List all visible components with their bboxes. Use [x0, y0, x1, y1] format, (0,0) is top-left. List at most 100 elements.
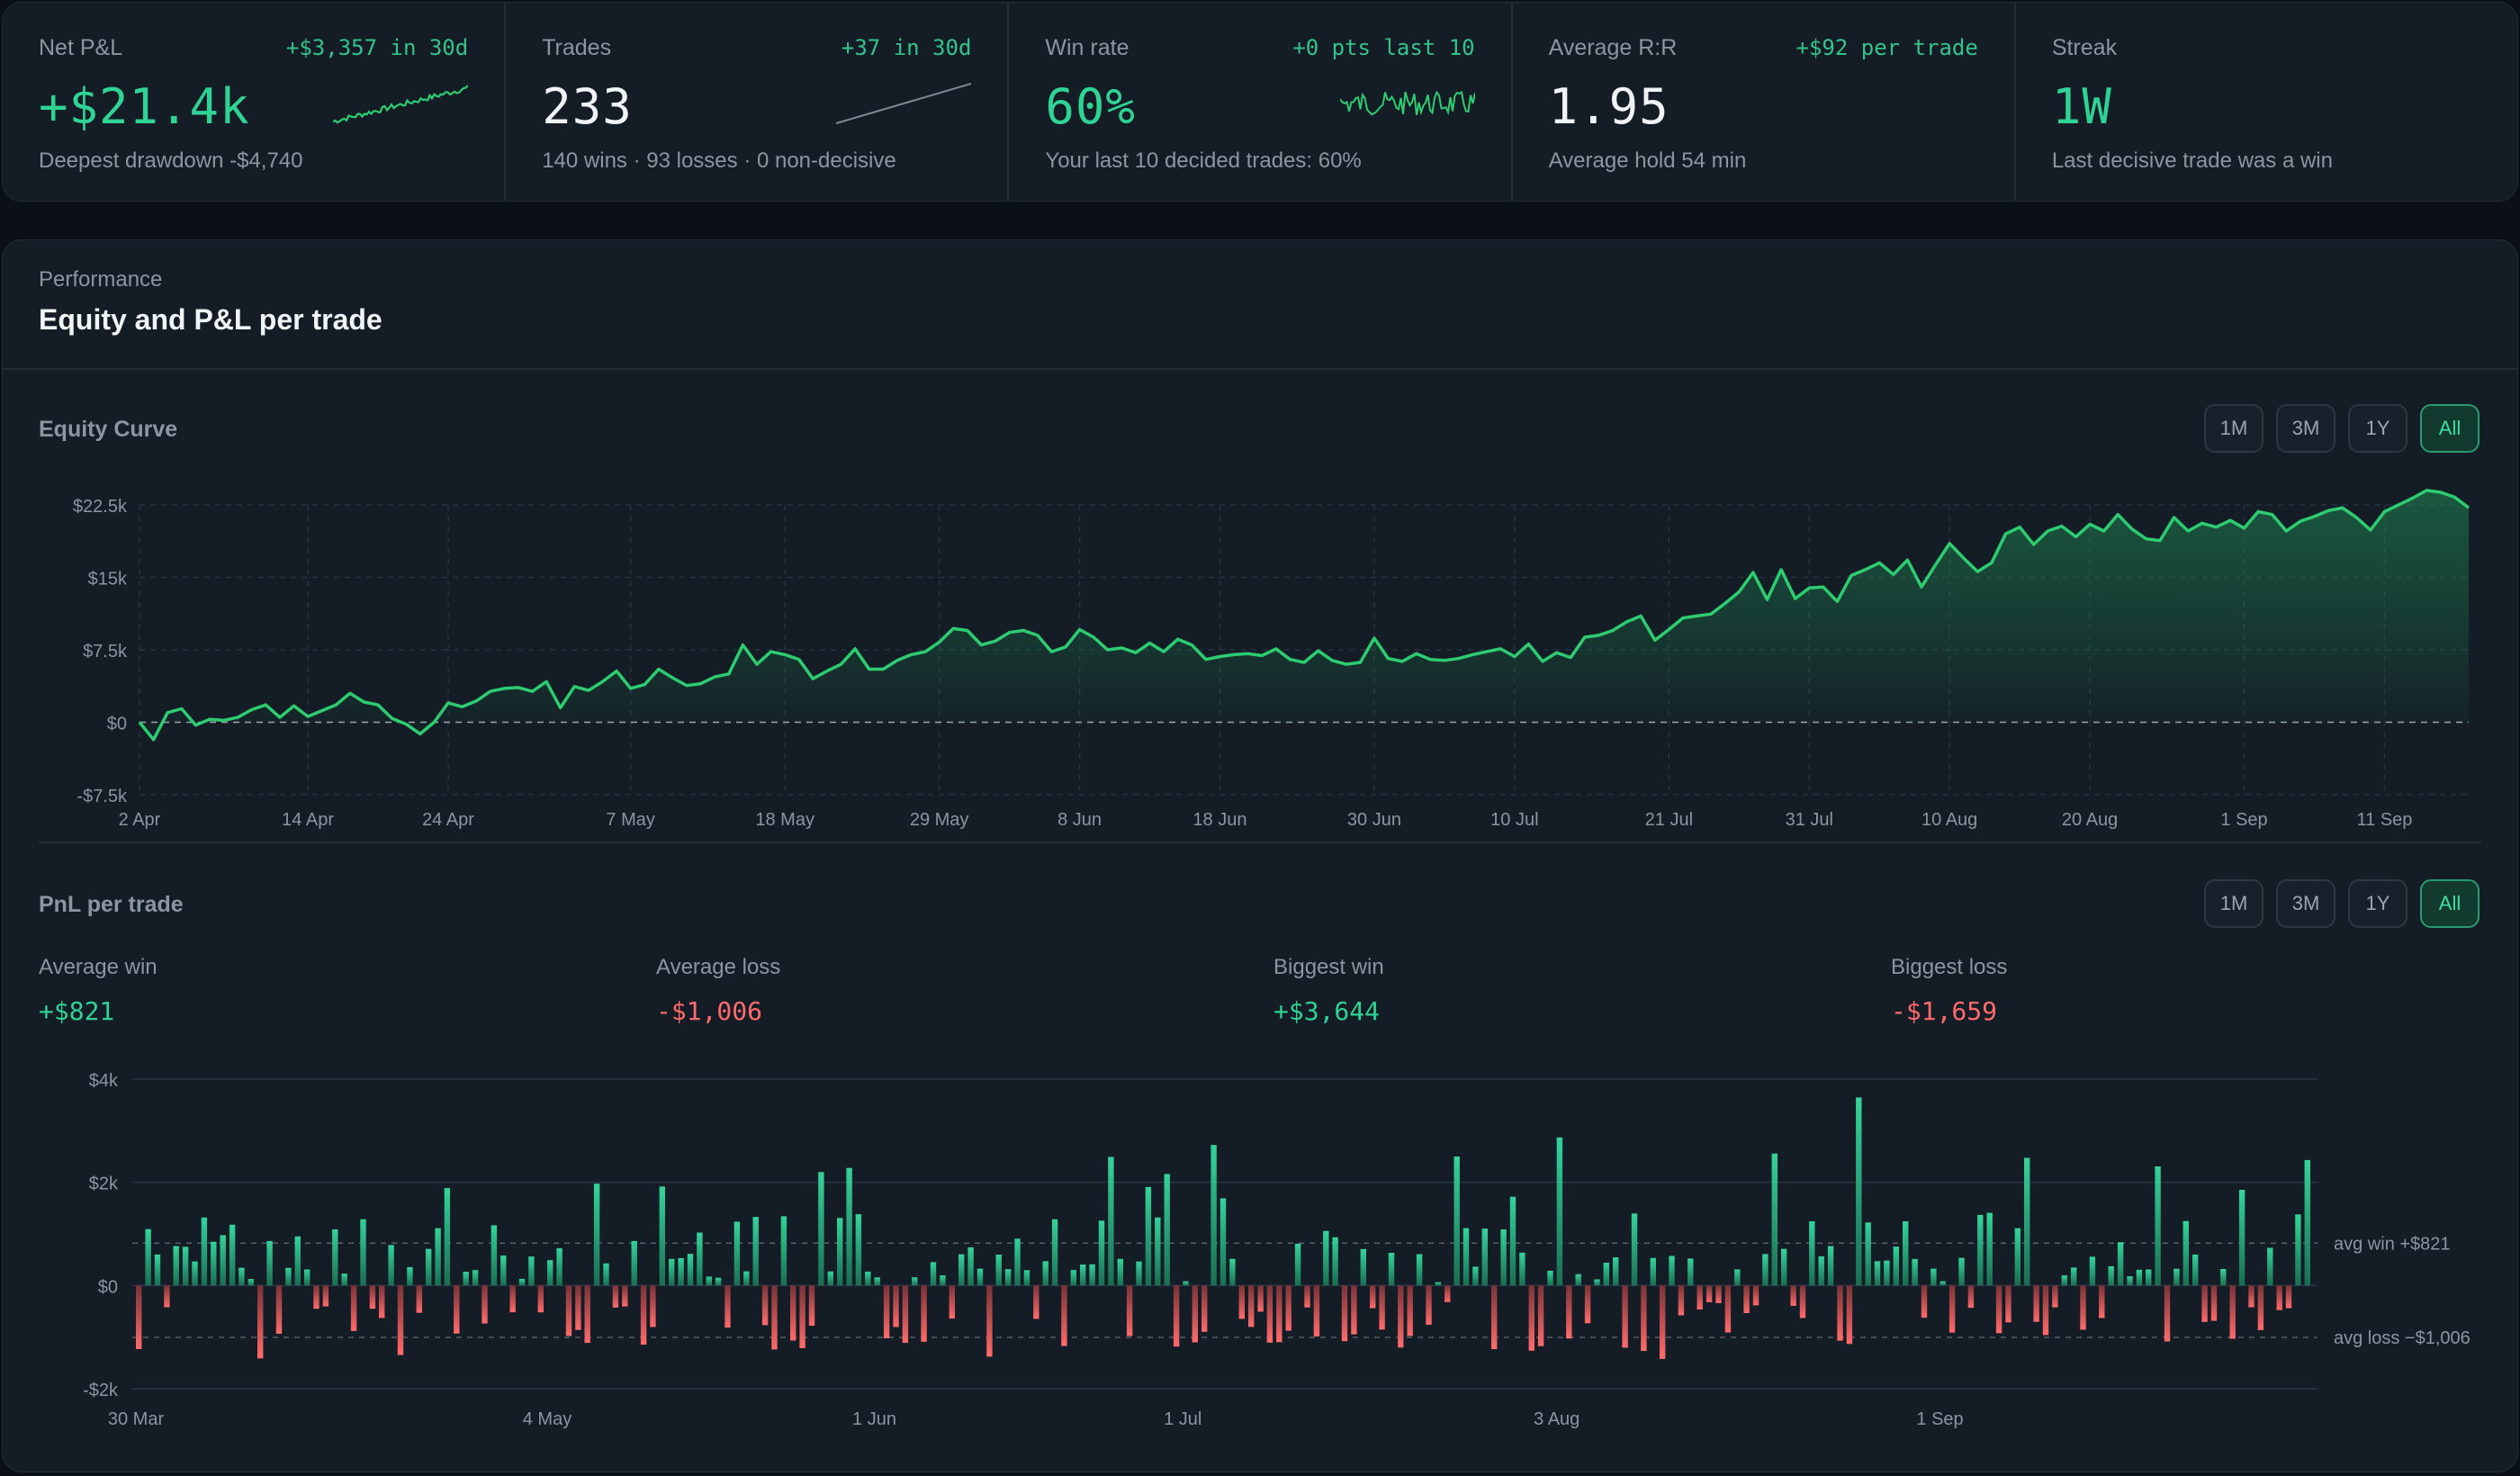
stats-strip: Net P&L +$3,357 in 30d +$21.4k Deepest d… [2, 2, 2518, 202]
pnl-loss-bar [397, 1285, 404, 1355]
equity-range-1m-button[interactable]: 1M [2204, 404, 2264, 453]
pnl-loss-bar [482, 1285, 488, 1324]
pnl-range-3m-button[interactable]: 3M [2276, 879, 2336, 928]
pnl-win-bar [463, 1272, 469, 1286]
pnl-win-bar [1332, 1237, 1338, 1286]
pnl-loss-bar [575, 1285, 581, 1330]
equity-area [140, 490, 2469, 740]
pnl-win-bar [2014, 1228, 2020, 1286]
pnl-loss-bar [1706, 1285, 1713, 1302]
pnl-win-bar [1613, 1257, 1619, 1286]
performance-panel: Performance Equity and P&L per trade Equ… [2, 239, 2518, 1472]
pnl-loss-bar [2201, 1285, 2208, 1322]
stat-net-pnl: Net P&L +$3,357 in 30d +$21.4k Deepest d… [3, 3, 507, 201]
equity-x-tick-label: 18 Jun [1192, 810, 1246, 830]
metric-value: +$3,644 [1274, 996, 1381, 1026]
pnl-loss-bar [799, 1285, 806, 1348]
equity-curve-title: Equity Curve [39, 417, 178, 442]
equity-x-tick-label: 2 Apr [119, 810, 161, 830]
metric-average-loss: Average loss -$1,006 [656, 955, 780, 1026]
panel-divider [3, 368, 2517, 370]
metric-value: -$1,006 [656, 996, 763, 1026]
pnl-win-bar [1472, 1266, 1479, 1286]
pnl-win-bar [1762, 1254, 1768, 1286]
pnl-win-bar [154, 1254, 161, 1286]
stat-delta: +$3,357 in 30d [285, 35, 469, 60]
pnl-win-bar [697, 1232, 703, 1286]
pnl-win-bar [1903, 1221, 1909, 1286]
pnl-win-bar [1462, 1228, 1470, 1286]
pnl-win-bar [490, 1225, 498, 1286]
stat-value: +$21.4k [39, 78, 250, 135]
pnl-win-bar [1575, 1274, 1581, 1286]
pnl-win-bar [631, 1240, 637, 1286]
pnl-loss-bar [537, 1285, 544, 1313]
stat-streak: Streak 1W Last decisive trade was a win [2016, 3, 2517, 201]
net-pnl-sparkline [333, 85, 469, 124]
metric-biggest-loss: Biggest loss -$1,659 [1891, 955, 2007, 1026]
pnl-win-bar [1519, 1252, 1526, 1286]
pnl-loss-bar [1641, 1285, 1647, 1352]
pnl-win-bar [874, 1277, 880, 1286]
pnl-loss-bar [1846, 1285, 1853, 1345]
stat-sub: Average hold 54 min [1548, 148, 1747, 173]
pnl-win-bar [145, 1228, 151, 1286]
equity-x-tick-label: 10 Aug [1922, 810, 1977, 830]
stat-sub: Your last 10 decided trades: 60% [1045, 148, 1362, 173]
pnl-loss-bar [164, 1285, 170, 1308]
equity-range-all-button[interactable]: All [2420, 404, 2480, 453]
pnl-win-bar [1650, 1257, 1656, 1286]
pnl-win-bar [1294, 1243, 1301, 1286]
pnl-win-bar [2071, 1267, 2077, 1286]
pnl-win-bar [1912, 1258, 1918, 1286]
stat-label: Net P&L [39, 35, 123, 60]
pnl-win-bar [706, 1276, 712, 1286]
equity-y-tick-label: $7.5k [83, 642, 128, 662]
pnl-loss-bar [1537, 1285, 1544, 1346]
pnl-win-bar [2127, 1276, 2133, 1286]
pnl-win-bar [1229, 1258, 1236, 1286]
pnl-win-bar [2136, 1269, 2143, 1286]
pnl-win-bar [1884, 1260, 1890, 1286]
stat-win-rate: Win rate +0 pts last 10 60% Your last 10… [1009, 3, 1513, 201]
pnl-win-bar [341, 1274, 347, 1286]
pnl-per-trade-chart: -$2k $0 $2k $4k avg win +$821 avg loss −$1,00… [83, 1071, 2470, 1429]
pnl-loss-bar [257, 1285, 264, 1359]
pnl-loss-bar [379, 1285, 385, 1318]
pnl-loss-bar [761, 1285, 769, 1326]
pnl-win-bar [1856, 1097, 1862, 1286]
pnl-loss-bar [1285, 1285, 1292, 1331]
equity-x-tick-label: 11 Sep [2357, 810, 2413, 830]
pnl-loss-bar [1351, 1285, 1357, 1335]
pnl-range-1y-button[interactable]: 1Y [2348, 879, 2408, 928]
pnl-loss-bar [2257, 1285, 2264, 1330]
pnl-win-bar [752, 1217, 759, 1286]
pnl-win-bar [1977, 1214, 1984, 1286]
pnl-loss-bar [322, 1285, 329, 1307]
stat-value: 1.95 [1548, 78, 1670, 135]
pnl-win-bar [500, 1256, 507, 1286]
pnl-win-bar [556, 1247, 562, 1286]
equity-range-3m-button[interactable]: 3M [2276, 404, 2336, 453]
pnl-win-bar [1594, 1279, 1600, 1286]
pnl-win-bar [1454, 1156, 1460, 1286]
pnl-range-1m-button[interactable]: 1M [2204, 879, 2264, 928]
pnl-win-bar [603, 1263, 609, 1286]
pnl-loss-bar [1528, 1285, 1534, 1351]
pnl-win-bar [1958, 1257, 1965, 1286]
pnl-win-bar [743, 1271, 750, 1286]
pnl-loss-bar [1584, 1285, 1591, 1324]
pnl-y-tick-label: -$2k [83, 1381, 119, 1400]
pnl-loss-bar [1752, 1285, 1760, 1306]
equity-range-1y-button[interactable]: 1Y [2348, 404, 2408, 453]
win-rate-sparkline [1339, 90, 1475, 116]
pnl-loss-bar [1444, 1285, 1451, 1302]
pnl-range-all-button[interactable]: All [2420, 879, 2480, 928]
pnl-win-bar [1893, 1246, 1899, 1286]
pnl-loss-bar [1622, 1285, 1628, 1348]
pnl-loss-bar [2099, 1285, 2105, 1318]
pnl-win-bar [669, 1258, 675, 1286]
pnl-loss-bar [1995, 1285, 2002, 1334]
pnl-win-bar [285, 1267, 292, 1286]
stat-trades: Trades +37 in 30d 233 140 wins · 93 loss… [506, 3, 1010, 201]
